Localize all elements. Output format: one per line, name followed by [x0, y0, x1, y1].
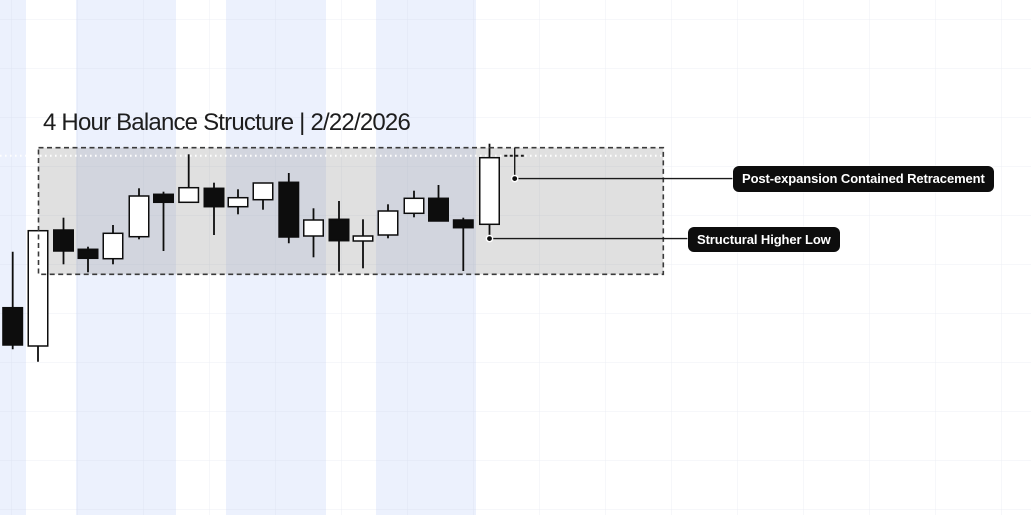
candle-body-4	[77, 248, 99, 260]
candle-body-19	[452, 219, 474, 229]
callout-structural-higher-low[interactable]: Structural Higher Low	[688, 227, 840, 252]
callout-post-expansion-contained-retracement[interactable]: Post-expansion Contained Retracement	[733, 166, 994, 192]
anchor-dot-2	[485, 234, 494, 243]
candle-body-20	[479, 156, 500, 226]
candle-body-5	[102, 232, 124, 260]
candle-body-11	[252, 182, 274, 201]
candle-body-14	[328, 218, 350, 242]
candle-body-16	[377, 210, 399, 236]
candle-body-18	[428, 197, 449, 222]
candle-body-7	[153, 193, 174, 204]
candle-body-17	[403, 197, 425, 215]
candle-body-6	[128, 195, 150, 238]
lavender-stripe	[226, 0, 326, 515]
candle-body-12	[278, 181, 300, 238]
candle-body-1	[2, 306, 24, 346]
balance-box-border[interactable]	[37, 146, 665, 276]
candle-body-3	[53, 229, 74, 252]
lavender-stripe	[376, 0, 476, 515]
candle-body-8	[178, 186, 200, 204]
anchor-dot-1	[510, 174, 519, 183]
chart-title: 4 Hour Balance Structure | 2/22/2026	[43, 109, 411, 136]
candle-body-15	[352, 235, 374, 242]
candle-body-10	[227, 196, 249, 208]
candle-body-13	[303, 219, 324, 237]
candle-body-9	[203, 187, 225, 208]
